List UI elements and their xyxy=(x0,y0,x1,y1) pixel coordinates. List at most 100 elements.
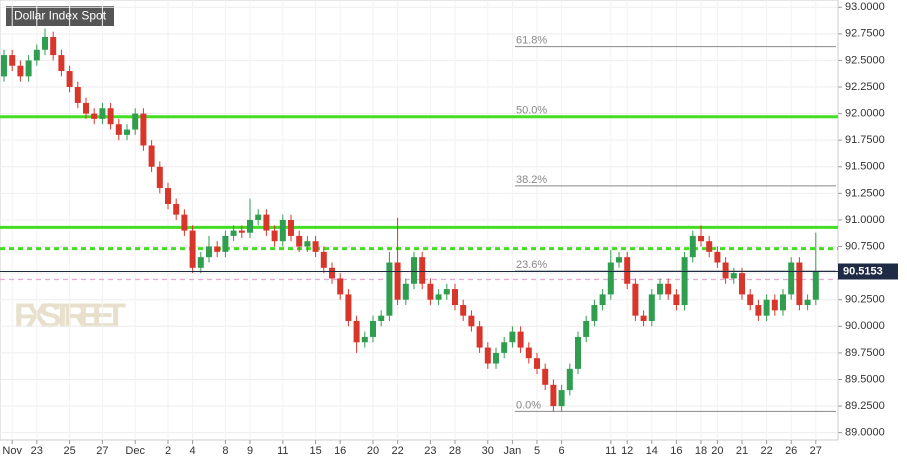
candle-body xyxy=(616,257,622,263)
candle-body xyxy=(58,55,65,72)
candle-body xyxy=(550,384,557,407)
x-tick-label: 22 xyxy=(760,445,772,457)
candle-body xyxy=(665,283,672,295)
candle-body xyxy=(206,246,212,258)
x-tick-label: 21 xyxy=(736,445,748,457)
x-tick-label: 5 xyxy=(534,445,540,457)
x-tick-label: Jan xyxy=(504,445,522,457)
y-tick-label: 90.0000 xyxy=(845,320,885,332)
candle-body xyxy=(247,219,253,233)
y-tick-label: 92.0000 xyxy=(845,107,885,119)
candle-body xyxy=(427,283,434,300)
candle-body xyxy=(353,320,360,343)
candle-body xyxy=(812,270,819,300)
candle-body xyxy=(304,241,311,247)
candle-body xyxy=(361,336,368,343)
y-tick-label: 92.2500 xyxy=(845,81,885,93)
y-tick-label: 91.7500 xyxy=(845,134,885,146)
candle-body xyxy=(648,294,655,321)
candle-body xyxy=(263,214,270,231)
candle-body xyxy=(525,347,532,359)
candle-body xyxy=(345,294,352,321)
x-tick-label: 11 xyxy=(605,445,616,457)
fib-label: 23.6% xyxy=(516,259,547,271)
candle-body xyxy=(165,188,171,204)
candle-body xyxy=(460,305,467,316)
candle-body xyxy=(780,294,786,311)
candle-body xyxy=(771,299,778,311)
x-tick-label: 20 xyxy=(367,445,379,457)
candle-body xyxy=(763,299,770,316)
y-tick-label: 89.2500 xyxy=(845,400,885,412)
y-tick-label: 91.5000 xyxy=(845,161,885,173)
candle-body xyxy=(419,257,426,284)
chart-title: Dollar Index Spot xyxy=(14,9,107,23)
y-tick-label: 92.5000 xyxy=(845,54,885,66)
y-tick-label: 91.2500 xyxy=(845,187,885,199)
candle-body xyxy=(591,305,598,321)
candle-body xyxy=(755,305,762,316)
candle-body xyxy=(468,315,475,327)
candle-body xyxy=(599,294,606,306)
fib-label: 61.8% xyxy=(516,34,547,46)
candle-body xyxy=(689,235,696,258)
candle-body xyxy=(747,294,754,306)
candle-body xyxy=(17,65,24,77)
candle-body xyxy=(583,320,590,337)
x-tick-label: 30 xyxy=(482,445,494,457)
candle-body xyxy=(714,251,721,263)
candle-body xyxy=(698,235,704,242)
candle-body xyxy=(255,214,262,220)
x-tick-label: 28 xyxy=(449,445,461,457)
candle-body xyxy=(509,331,516,343)
candle-body xyxy=(788,262,795,295)
candle-body xyxy=(443,289,450,295)
candle-body xyxy=(271,230,278,242)
x-tick-label: 16 xyxy=(670,445,682,457)
candle-body xyxy=(230,230,237,236)
y-tick-label: 89.7500 xyxy=(845,347,885,359)
x-tick-label: 22 xyxy=(391,445,403,457)
x-tick-label: 23 xyxy=(424,445,436,457)
candle-body xyxy=(411,257,417,284)
candle-body xyxy=(706,241,713,252)
last-price-label: 90.5153 xyxy=(843,265,883,277)
candle-body xyxy=(657,283,663,295)
candle-body xyxy=(189,230,196,268)
candle-body xyxy=(796,262,803,306)
candle-body xyxy=(74,87,81,103)
candle-body xyxy=(33,49,40,61)
candle-body xyxy=(140,113,147,146)
candle-body xyxy=(296,235,303,247)
candle-body xyxy=(320,251,327,268)
x-tick-label: Nov xyxy=(2,445,22,457)
candle-body xyxy=(148,145,155,167)
x-tick-label: 4 xyxy=(190,445,196,457)
fib-label: 0.0% xyxy=(516,399,541,411)
x-tick-label: 2 xyxy=(165,445,171,457)
candle-body xyxy=(115,124,122,135)
candle-body xyxy=(9,55,16,66)
x-tick-label: 8 xyxy=(222,445,228,457)
candle-body xyxy=(1,55,7,77)
x-tick-label: 16 xyxy=(334,445,346,457)
candle-body xyxy=(640,315,647,321)
candle-body xyxy=(452,289,458,306)
candle-body xyxy=(681,257,688,306)
y-tick-label: 92.7500 xyxy=(845,28,885,40)
y-tick-label: 90.7500 xyxy=(845,240,885,252)
x-tick-label: 15 xyxy=(309,445,321,457)
candle-body xyxy=(370,320,376,337)
candle-body xyxy=(730,273,737,279)
candle-body xyxy=(50,37,57,56)
candle-body xyxy=(279,219,286,242)
x-tick-label: 27 xyxy=(96,445,108,457)
watermark: FXSTREET xyxy=(14,297,126,335)
candle-body xyxy=(402,283,409,300)
x-tick-label: 20 xyxy=(711,445,723,457)
candle-body xyxy=(173,203,180,215)
candle-body xyxy=(624,257,631,284)
candle-body xyxy=(337,278,344,295)
